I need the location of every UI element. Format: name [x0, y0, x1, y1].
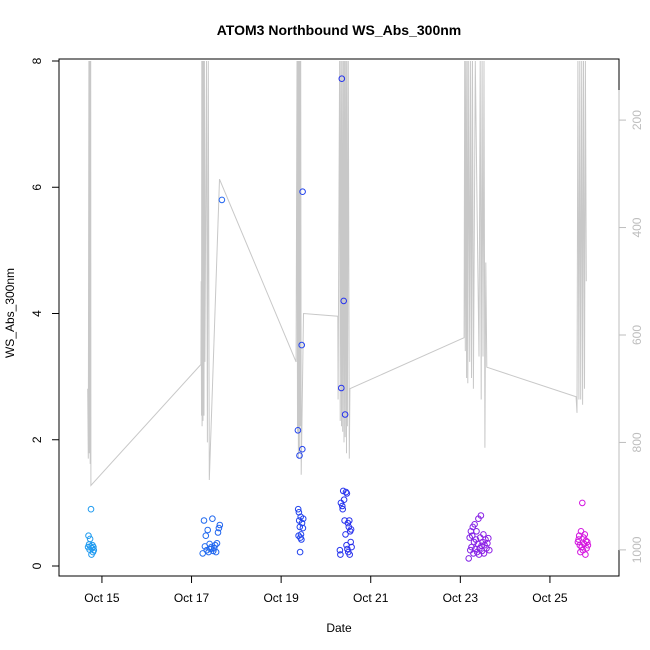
data-point: [296, 548, 304, 556]
data-point: [477, 512, 485, 519]
x-axis: Oct 15 Oct 17 Oct 19 Oct 21 Oct 23 Oct 25: [84, 575, 568, 605]
data-point: [343, 490, 351, 497]
data-point: [346, 517, 353, 524]
data-point: [88, 545, 96, 552]
x-tick-label: Oct 17: [174, 591, 210, 605]
data-point: [468, 532, 476, 540]
data-point: [211, 541, 219, 549]
data-point: [299, 188, 306, 195]
data-point: [344, 545, 351, 553]
data-point: [296, 452, 303, 459]
data-point: [299, 445, 306, 453]
data-point: [215, 524, 223, 532]
data-point: [584, 541, 592, 549]
data-point: [339, 502, 346, 510]
secondary-y-tick-label: 1000: [630, 536, 644, 563]
data-point: [204, 526, 211, 534]
data-point: [87, 505, 95, 513]
y-tick-label: 0: [30, 562, 44, 569]
data-point: [581, 531, 589, 538]
x-axis-label: Date: [326, 621, 352, 635]
data-point: [584, 538, 591, 546]
data-point: [341, 411, 349, 418]
data-point: [348, 543, 355, 551]
chart-title: ATOM3 Northbound WS_Abs_300nm: [217, 22, 462, 38]
x-tick-label: Oct 23: [443, 591, 479, 605]
data-point: [346, 551, 354, 558]
ws-abs-300nm-points: [84, 75, 592, 562]
y-tick-label: 2: [30, 436, 44, 443]
data-point: [294, 427, 302, 434]
x-tick-label: Oct 21: [353, 591, 389, 605]
data-point: [340, 496, 348, 504]
data-point: [338, 75, 346, 82]
x-tick-label: Oct 25: [532, 591, 568, 605]
y-tick-label: 6: [30, 184, 44, 191]
data-point: [480, 550, 488, 557]
data-point: [582, 551, 589, 558]
data-point: [485, 534, 492, 542]
x-tick-label: Oct 15: [84, 591, 120, 605]
secondary-y-tick-label: 800: [630, 432, 644, 452]
secondary-y-axis: 200 400 600 800 1000: [618, 90, 644, 563]
data-point: [347, 526, 355, 533]
data-point: [486, 546, 493, 554]
data-point: [340, 297, 348, 305]
y-axis-label: WS_Abs_300nm: [3, 268, 17, 358]
data-point: [86, 535, 94, 543]
data-point: [85, 532, 92, 540]
data-point: [216, 521, 224, 529]
data-point: [299, 524, 307, 532]
data-point: [338, 384, 345, 392]
y-tick-label: 4: [30, 310, 44, 317]
data-point: [200, 517, 208, 524]
data-point: [471, 521, 478, 528]
secondary-y-tick-label: 600: [630, 325, 644, 345]
data-point: [203, 546, 211, 554]
data-point: [336, 546, 344, 554]
secondary-y-tick-label: 200: [630, 110, 644, 130]
data-point: [90, 543, 97, 551]
data-point: [342, 488, 350, 496]
data-point: [209, 515, 216, 523]
data-point: [337, 551, 344, 558]
data-point: [576, 541, 584, 549]
secondary-y-tick-label: 400: [630, 217, 644, 237]
data-point: [210, 545, 218, 552]
data-point: [299, 515, 307, 523]
data-point: [214, 529, 222, 536]
data-point: [202, 532, 210, 540]
data-point: [218, 196, 226, 204]
data-point: [298, 341, 306, 349]
pressure-profile-line: [87, 60, 587, 487]
data-point: [339, 505, 347, 513]
data-point: [473, 528, 480, 535]
pressure-profile-series: [87, 60, 587, 487]
data-point: [583, 545, 590, 552]
data-point: [212, 548, 220, 556]
y-axis: 0 2 4 6 8: [30, 57, 60, 569]
data-point: [90, 546, 98, 554]
data-point: [468, 543, 475, 551]
data-point: [579, 499, 586, 507]
y-tick-label: 8: [30, 57, 44, 64]
x-tick-label: Oct 19: [263, 591, 299, 605]
data-point: [342, 531, 349, 538]
data-point: [294, 505, 302, 513]
data-point: [298, 536, 305, 543]
data-point: [213, 540, 221, 547]
data-point: [199, 550, 206, 557]
data-point: [465, 555, 473, 562]
